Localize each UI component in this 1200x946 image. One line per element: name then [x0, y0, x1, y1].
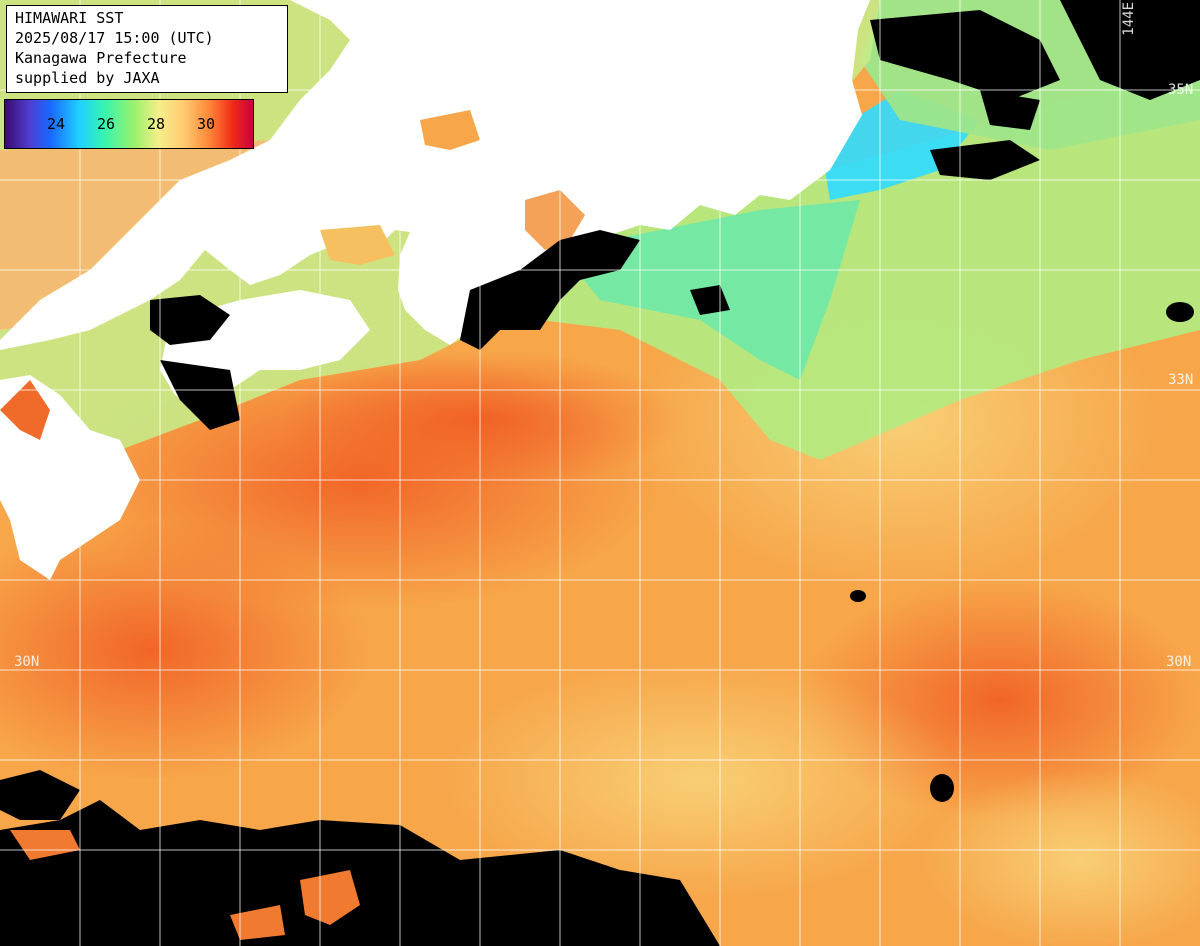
warm-area	[10, 830, 80, 860]
region-name: Kanagawa Prefecture	[15, 49, 187, 67]
legend-tick-30: 30	[197, 115, 216, 133]
observation-datetime: 2025/08/17 15:00 (UTC)	[15, 29, 214, 47]
lon-label-144e: 144E	[1121, 2, 1137, 36]
lat-label-30n-right: 30N	[1166, 654, 1192, 670]
temperature-color-scale: 24 26 28 30	[4, 99, 254, 149]
cloud-mask	[150, 295, 230, 345]
land-awaji	[470, 150, 495, 195]
data-credit: supplied by JAXA	[15, 69, 160, 87]
cloud-mask	[930, 140, 1040, 180]
warm-area	[300, 870, 360, 925]
legend-tick-24: 24	[47, 115, 66, 133]
cloud-mask	[930, 774, 954, 802]
cloud-mask	[1166, 302, 1194, 322]
cloud-mask	[870, 10, 1060, 100]
cloud-mask	[850, 590, 866, 602]
lat-label-30n-left: 30N	[14, 654, 40, 670]
mild-area	[440, 660, 960, 900]
lat-label-33n: 33N	[1168, 372, 1194, 388]
cloud-mask	[160, 360, 240, 430]
info-panel: HIMAWARI SST 2025/08/17 15:00 (UTC) Kana…	[6, 5, 288, 93]
coastal-fringe	[0, 380, 50, 440]
lat-label-35n: 35N	[1168, 82, 1194, 98]
cloud-mask	[460, 230, 640, 350]
cloud-mask	[0, 770, 80, 820]
mild-area	[920, 770, 1200, 946]
legend-tick-28: 28	[147, 115, 166, 133]
land-kii-coast	[525, 190, 585, 250]
coastal-fringe	[420, 110, 480, 150]
land-honshu	[0, 0, 870, 350]
coastal-fringe	[320, 225, 395, 265]
legend-tick-26: 26	[97, 115, 116, 133]
warm-area	[0, 520, 370, 780]
cloud-mask	[1060, 0, 1200, 100]
warm-area	[230, 905, 285, 940]
cloud-mask	[0, 800, 720, 946]
cloud-mask	[980, 90, 1040, 130]
lon-label-136e: 136E	[482, 2, 498, 36]
map-title: HIMAWARI SST	[15, 9, 124, 27]
